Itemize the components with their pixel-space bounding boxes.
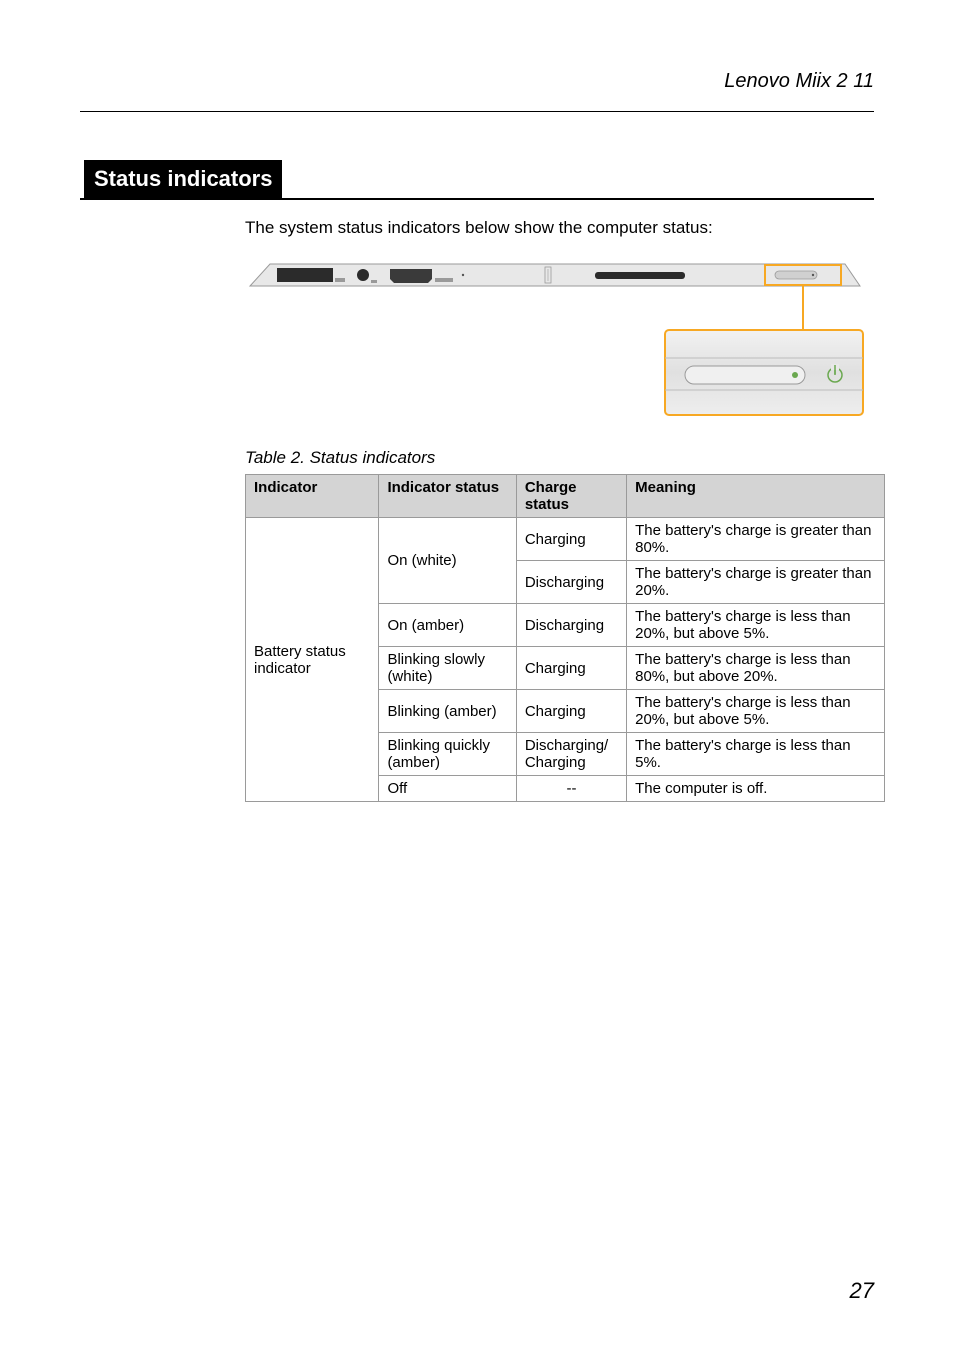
cell-cstatus: Discharging bbox=[516, 561, 626, 604]
table-row: Battery status indicator On (white) Char… bbox=[246, 518, 885, 561]
hdmi-label bbox=[435, 278, 453, 282]
cell-meaning: The computer is off. bbox=[627, 776, 885, 802]
th-charge-status: Charge status bbox=[516, 475, 626, 518]
cell-meaning: The battery's charge is greater than 20%… bbox=[627, 561, 885, 604]
product-header: Lenovo Miix 2 11 bbox=[80, 70, 874, 93]
cell-meaning: The battery's charge is less than 80%, b… bbox=[627, 647, 885, 690]
led-indicator-icon bbox=[792, 372, 798, 378]
port-label-1 bbox=[335, 278, 345, 282]
page-number: 27 bbox=[850, 1278, 874, 1304]
mic-hole-icon bbox=[462, 274, 464, 276]
cell-meaning: The battery's charge is less than 20%, b… bbox=[627, 604, 885, 647]
intro-text: The system status indicators below show … bbox=[245, 218, 874, 238]
power-button-zoom bbox=[685, 366, 805, 384]
th-indicator-status: Indicator status bbox=[379, 475, 516, 518]
cell-istatus: Blinking quickly (amber) bbox=[379, 733, 516, 776]
cell-istatus: Blinking (amber) bbox=[379, 690, 516, 733]
cell-istatus: On (amber) bbox=[379, 604, 516, 647]
cell-istatus: Blinking slowly (white) bbox=[379, 647, 516, 690]
cell-cstatus: Charging bbox=[516, 647, 626, 690]
diagram-svg bbox=[245, 258, 865, 418]
cell-istatus: Off bbox=[379, 776, 516, 802]
volume-rocker-icon bbox=[595, 272, 685, 279]
status-diagram bbox=[245, 258, 865, 418]
status-table: Indicator Indicator status Charge status… bbox=[245, 474, 885, 802]
th-meaning: Meaning bbox=[627, 475, 885, 518]
hdmi-icon bbox=[390, 269, 432, 283]
led-small bbox=[812, 274, 814, 276]
th-indicator: Indicator bbox=[246, 475, 379, 518]
power-button-small bbox=[775, 271, 817, 279]
cell-cstatus: Discharging bbox=[516, 604, 626, 647]
port-rect bbox=[277, 268, 333, 282]
audio-jack-icon bbox=[357, 269, 369, 281]
cell-cstatus: -- bbox=[516, 776, 626, 802]
cell-meaning: The battery's charge is less than 5%. bbox=[627, 733, 885, 776]
cell-cstatus: Charging bbox=[516, 518, 626, 561]
cell-istatus: On (white) bbox=[379, 518, 516, 604]
cell-meaning: The battery's charge is less than 20%, b… bbox=[627, 690, 885, 733]
section-title: Status indicators bbox=[84, 160, 282, 198]
cell-indicator: Battery status indicator bbox=[246, 518, 379, 802]
table-caption: Table 2. Status indicators bbox=[245, 448, 874, 468]
header-rule bbox=[80, 111, 874, 112]
cell-meaning: The battery's charge is greater than 80%… bbox=[627, 518, 885, 561]
table-header-row: Indicator Indicator status Charge status… bbox=[246, 475, 885, 518]
audio-label bbox=[371, 280, 377, 283]
section-title-bar: Status indicators bbox=[80, 160, 874, 200]
cell-cstatus: Charging bbox=[516, 690, 626, 733]
page: Lenovo Miix 2 11 Status indicators The s… bbox=[0, 0, 954, 1354]
cell-cstatus: Discharging/ Charging bbox=[516, 733, 626, 776]
